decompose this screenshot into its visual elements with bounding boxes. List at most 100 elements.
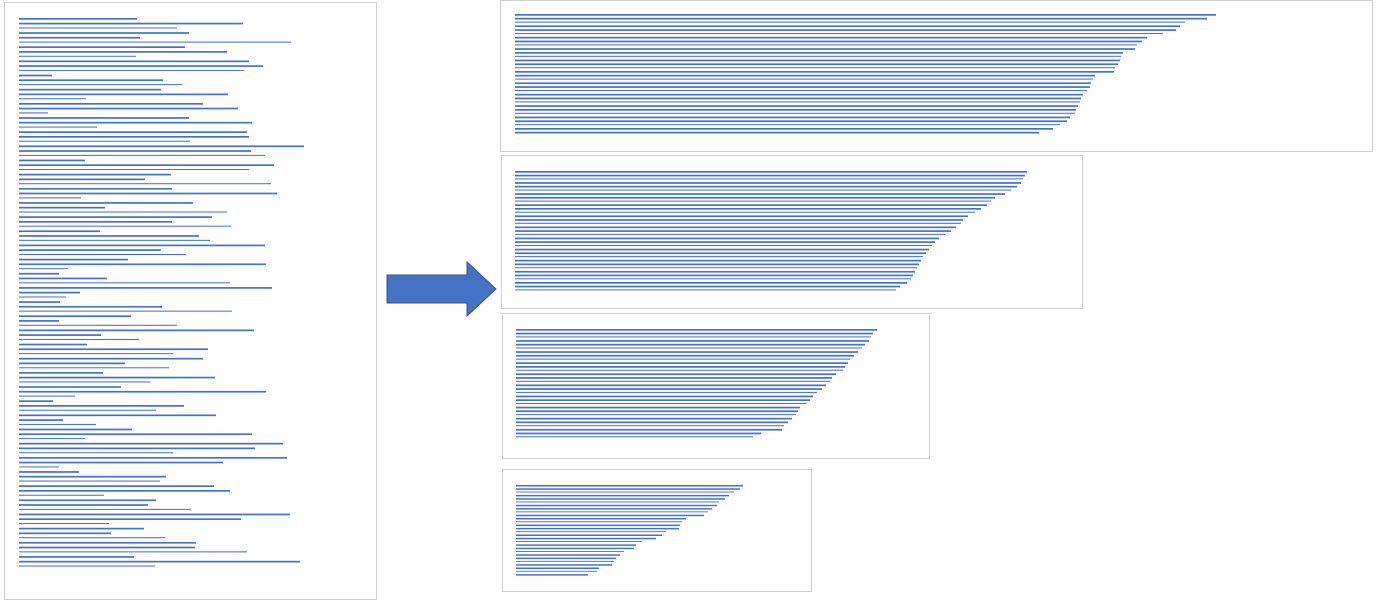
- bar: [516, 421, 788, 424]
- bar: [516, 362, 848, 364]
- bar: [516, 428, 782, 431]
- bar: [19, 419, 63, 421]
- bar: [19, 84, 182, 86]
- bar: [19, 508, 191, 510]
- bar: [19, 202, 193, 204]
- bar: [516, 406, 800, 409]
- bar: [19, 98, 86, 100]
- bar: [19, 268, 68, 270]
- right-arrow-icon: [386, 261, 497, 318]
- bar: [516, 395, 813, 398]
- bar: [19, 442, 283, 445]
- bar: [516, 521, 682, 523]
- bar: [19, 362, 125, 365]
- bar: [19, 220, 172, 223]
- bar: [19, 296, 66, 298]
- bar: [19, 287, 272, 289]
- bar: [19, 187, 172, 190]
- bar: [19, 405, 184, 407]
- bar: [515, 67, 1115, 69]
- bar: [19, 376, 215, 379]
- bar: [19, 551, 247, 553]
- bar: [515, 40, 1142, 43]
- bar: [19, 239, 210, 241]
- bar: [19, 183, 271, 185]
- bar: [516, 329, 877, 331]
- bar: [515, 33, 1163, 35]
- bar: [19, 532, 111, 535]
- bar: [516, 414, 796, 416]
- bar: [19, 282, 230, 284]
- bar: [19, 249, 161, 251]
- bar: [19, 546, 195, 549]
- bar: [19, 409, 156, 411]
- bar: [515, 44, 1137, 46]
- bar: [19, 272, 59, 275]
- bar: [19, 60, 249, 63]
- bar: [516, 567, 599, 569]
- bar: [19, 192, 277, 195]
- bar: [516, 354, 854, 357]
- bar: [19, 69, 244, 71]
- bar: [516, 388, 822, 390]
- bar: [515, 14, 1216, 16]
- bar: [19, 254, 186, 256]
- bar: [516, 570, 597, 572]
- bar: [19, 499, 156, 502]
- sorted-group-4-panel: [502, 469, 812, 592]
- bar: [515, 78, 1093, 80]
- bar: [19, 353, 173, 355]
- bar: [19, 485, 214, 487]
- sorted-group-3-panel: [502, 313, 930, 459]
- bar: [515, 230, 951, 232]
- bar: [19, 145, 304, 148]
- bar: [516, 534, 662, 536]
- bar: [19, 334, 101, 336]
- sorted-group-4-bars: [516, 485, 743, 576]
- bar: [516, 340, 869, 342]
- bar: [19, 258, 128, 261]
- bar: [19, 41, 291, 43]
- bar: [19, 197, 81, 199]
- bar: [516, 436, 753, 438]
- bar: [515, 90, 1087, 92]
- bar: [515, 215, 968, 218]
- bar: [19, 329, 254, 332]
- bar: [516, 377, 832, 379]
- bar: [515, 178, 1023, 180]
- bar: [515, 256, 923, 258]
- bar: [19, 211, 227, 213]
- bar: [515, 63, 1118, 66]
- bar: [515, 267, 917, 269]
- bar: [515, 204, 987, 206]
- bar: [19, 494, 104, 496]
- bar: [19, 93, 228, 96]
- bar: [515, 193, 1005, 195]
- bar: [19, 277, 107, 280]
- bar: [515, 82, 1091, 85]
- bar: [19, 154, 265, 156]
- unsorted-bar-set: [19, 18, 304, 567]
- bar: [515, 285, 900, 288]
- bar: [516, 336, 871, 338]
- unsorted-bars-panel: [4, 2, 377, 600]
- bar: [19, 51, 227, 53]
- bar: [515, 211, 975, 213]
- bar: [19, 372, 103, 374]
- bar: [515, 29, 1176, 31]
- bar: [516, 531, 666, 533]
- bar: [19, 504, 148, 506]
- bar: [515, 25, 1180, 28]
- bar: [19, 456, 287, 459]
- bar: [19, 263, 266, 266]
- bar: [516, 560, 614, 562]
- bar: [19, 216, 212, 218]
- bar: [19, 291, 80, 294]
- bar: [19, 414, 216, 417]
- bar: [515, 124, 1060, 126]
- bar: [515, 226, 956, 229]
- bar: [515, 171, 1027, 173]
- bar: [19, 32, 189, 34]
- bar: [516, 373, 836, 376]
- bar: [515, 241, 935, 243]
